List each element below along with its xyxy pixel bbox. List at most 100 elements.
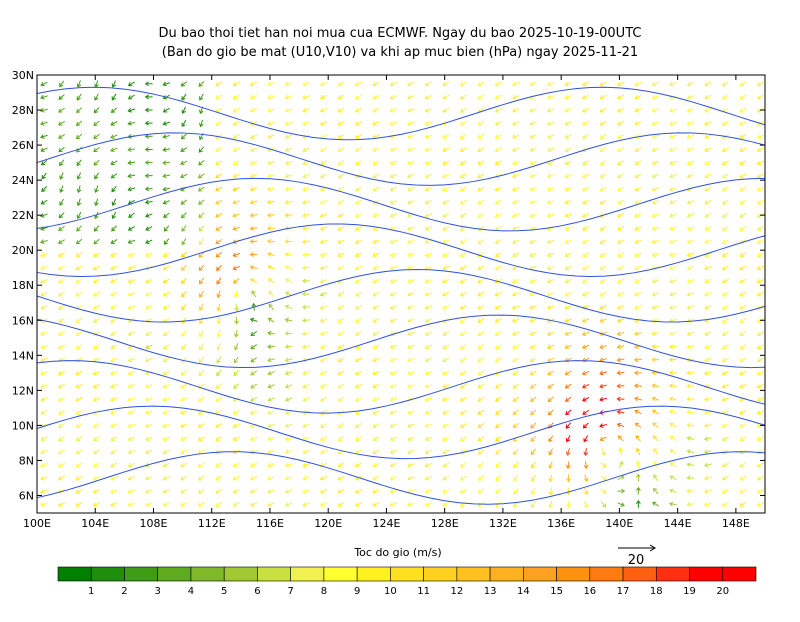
wind-arrow <box>337 212 345 218</box>
wind-arrow <box>529 121 537 126</box>
wind-arrow <box>250 134 258 139</box>
wind-arrow <box>284 357 293 363</box>
wind-arrow <box>599 239 607 244</box>
wind-arrow <box>40 278 48 284</box>
wind-arrow <box>494 318 502 323</box>
colorbar-box <box>323 566 358 582</box>
wind-arrow <box>652 487 659 495</box>
wind-arrow <box>564 305 572 310</box>
wind-arrow <box>686 108 695 113</box>
wind-arrow <box>756 462 764 468</box>
wind-arrow <box>511 81 520 87</box>
wind-arrow <box>302 173 310 179</box>
wind-arrow <box>93 436 100 442</box>
wind-arrow <box>127 344 136 350</box>
wind-arrow <box>739 160 747 166</box>
wind-arrow <box>407 173 415 179</box>
wind-arrow <box>739 147 747 152</box>
wind-arrow <box>110 397 118 402</box>
wind-arrow <box>372 344 380 350</box>
wind-arrow <box>407 108 415 113</box>
wind-arrow <box>389 449 398 455</box>
wind-arrow <box>722 331 729 336</box>
wind-arrow <box>301 278 310 284</box>
wind-arrow <box>686 383 695 389</box>
wind-arrow <box>722 317 729 323</box>
isobar <box>36 314 766 369</box>
wind-arrow <box>721 489 730 494</box>
wind-arrow <box>582 409 590 415</box>
wind-arrow <box>651 278 660 284</box>
wind-arrow <box>40 239 48 244</box>
wind-arrow <box>337 81 345 87</box>
wind-arrow <box>75 344 83 350</box>
wind-arrow <box>704 502 712 507</box>
wind-arrow <box>302 147 310 152</box>
wind-arrow <box>424 357 433 363</box>
wind-arrow <box>215 396 223 402</box>
wind-arrow <box>739 107 747 113</box>
wind-arrow <box>459 134 467 139</box>
wind-arrow <box>669 475 677 481</box>
wind-arrow <box>354 357 363 363</box>
wind-arrow <box>530 487 536 495</box>
wind-arrow <box>424 239 433 244</box>
wind-arrow <box>76 93 82 101</box>
wind-arrow <box>686 409 695 415</box>
wind-arrow <box>546 265 555 271</box>
wind-arrow <box>215 160 223 166</box>
wind-arrow <box>110 239 118 244</box>
wind-arrow <box>599 344 607 350</box>
wind-arrow <box>320 423 328 428</box>
x-tick-label: 124E <box>372 517 400 530</box>
wind-arrow <box>216 303 222 312</box>
wind-arrow <box>92 383 101 389</box>
wind-arrow <box>599 423 607 428</box>
wind-arrow <box>163 238 170 245</box>
colorbar-label: 5 <box>221 586 227 597</box>
wind-arrow <box>651 121 660 126</box>
wind-arrow <box>337 501 345 507</box>
wind-arrow <box>739 94 747 100</box>
wind-arrow <box>686 213 695 218</box>
wind-arrow <box>58 107 65 113</box>
wind-arrow <box>495 435 502 442</box>
wind-arrow <box>250 344 258 350</box>
wind-arrow <box>284 134 293 139</box>
wind-arrow <box>249 212 258 218</box>
wind-arrow <box>110 107 118 113</box>
wind-arrow <box>215 475 223 481</box>
wind-arrow <box>477 304 485 310</box>
wind-arrow <box>319 344 328 350</box>
wind-arrow <box>389 383 398 389</box>
wind-arrow <box>617 173 625 179</box>
wind-arrow <box>372 291 380 297</box>
wind-arrow <box>337 344 345 350</box>
wind-arrow <box>162 449 170 455</box>
wind-arrow <box>267 384 275 389</box>
wind-arrow <box>128 212 135 218</box>
wind-arrow <box>145 357 153 363</box>
wind-arrow <box>181 93 187 101</box>
wind-arrow <box>249 173 258 179</box>
wind-arrow <box>215 120 223 126</box>
wind-arrow <box>512 94 520 100</box>
wind-arrow <box>564 94 572 100</box>
wind-arrow <box>40 199 48 205</box>
x-tick-label: 132E <box>489 517 517 530</box>
wind-arrow <box>686 462 695 468</box>
wind-arrow <box>197 186 205 192</box>
wind-arrow <box>215 239 223 244</box>
wind-arrow <box>511 200 520 205</box>
wind-arrow <box>372 436 380 442</box>
wind-arrow <box>75 265 83 271</box>
wind-arrow <box>703 423 712 428</box>
wind-arrow <box>512 383 520 389</box>
wind-arrow <box>284 212 293 218</box>
wind-arrow <box>477 238 485 245</box>
wind-arrow <box>529 134 537 139</box>
wind-arrow <box>617 199 625 205</box>
wind-arrow <box>721 173 729 179</box>
wind-arrow <box>424 81 433 87</box>
